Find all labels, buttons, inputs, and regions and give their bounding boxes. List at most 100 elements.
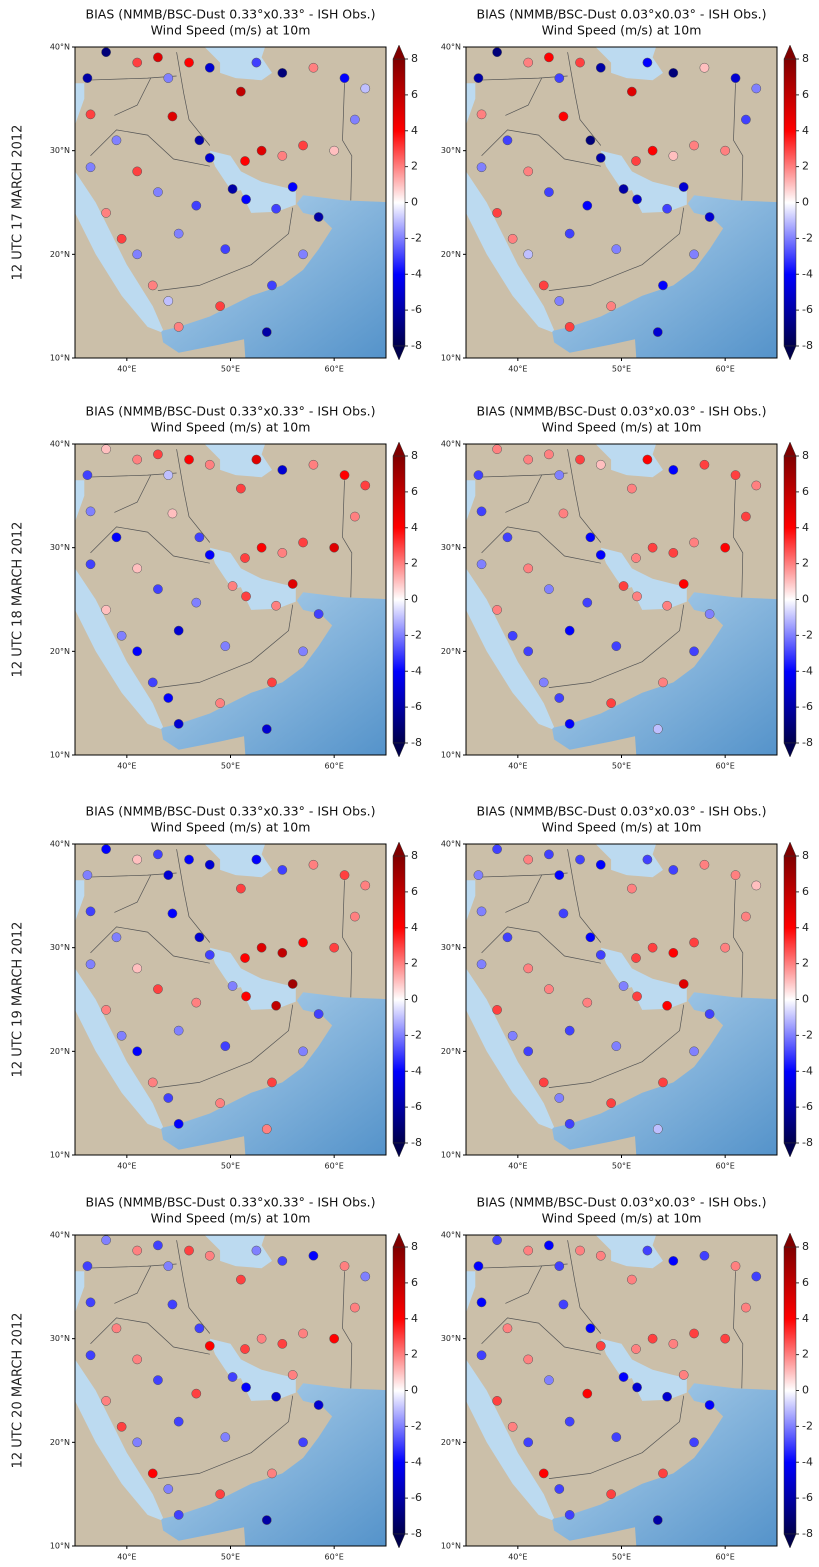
station-dot xyxy=(82,470,93,480)
border xyxy=(548,207,685,291)
station-dot xyxy=(632,194,642,205)
station-dot xyxy=(360,480,371,491)
cb-tick-label: -4 xyxy=(411,664,422,677)
station-dot xyxy=(523,454,534,465)
station-dot xyxy=(662,203,672,214)
station-dot xyxy=(611,641,622,652)
station-dot xyxy=(277,1256,288,1266)
station-dot xyxy=(564,228,575,239)
station-dot xyxy=(220,244,231,254)
station-dot xyxy=(611,244,622,254)
cb-extend xyxy=(783,1533,797,1549)
cb-tick-label: -6 xyxy=(411,1100,422,1113)
cb-tick-label: 4 xyxy=(802,124,809,137)
station-dot xyxy=(167,1299,178,1310)
station-dot xyxy=(668,1339,679,1349)
border xyxy=(505,474,543,513)
sea xyxy=(75,968,164,1130)
sea xyxy=(595,844,663,878)
sea xyxy=(204,444,272,478)
station-dot xyxy=(132,249,143,260)
station-dot xyxy=(85,162,96,173)
panel-subtitle: Wind Speed (m/s) at 10m xyxy=(151,23,311,38)
station-dot xyxy=(618,1372,629,1382)
station-dot xyxy=(204,1341,215,1351)
x-tick-label: 60°E xyxy=(325,1553,344,1562)
station-dot xyxy=(492,1235,502,1246)
panel-subtitle: Wind Speed (m/s) at 10m xyxy=(151,420,311,435)
cb-tick-label: -8 xyxy=(411,1136,422,1149)
sea xyxy=(595,444,663,478)
sea xyxy=(466,1359,555,1521)
station-dot xyxy=(642,454,653,465)
station-dot xyxy=(668,68,679,78)
station-dot xyxy=(350,114,360,125)
sea xyxy=(161,592,386,755)
station-dot xyxy=(256,1333,267,1344)
station-dot xyxy=(184,1245,194,1256)
station-dot xyxy=(204,62,215,73)
station-dot xyxy=(194,1323,205,1334)
cb-tick-label: 0 xyxy=(802,196,809,209)
cb-tick-label: 6 xyxy=(411,88,418,101)
station-dot xyxy=(689,249,699,260)
station-dot xyxy=(689,140,699,151)
station-dot xyxy=(132,963,143,974)
station-dot xyxy=(647,1333,658,1344)
sea xyxy=(466,968,555,1130)
station-dot xyxy=(538,1077,549,1088)
station-dot xyxy=(256,542,267,553)
station-dot xyxy=(173,1025,184,1036)
station-dot xyxy=(116,233,127,244)
station-dot xyxy=(554,73,565,83)
sea xyxy=(209,1338,296,1401)
station-dot xyxy=(277,865,288,875)
station-dot xyxy=(267,280,277,291)
map-panel: BIAS (NMMB/BSC-Dust 0.03°x0.03° - ISH Ob… xyxy=(441,804,813,1171)
station-dot xyxy=(215,301,225,312)
station-dot xyxy=(730,1261,741,1271)
station-dot xyxy=(339,73,350,83)
cb-tick-label: -4 xyxy=(802,664,813,677)
cb-tick-label: 6 xyxy=(802,1276,809,1289)
station-dot xyxy=(492,208,502,218)
station-dot xyxy=(595,1341,606,1351)
border xyxy=(90,526,210,564)
station-dot xyxy=(220,1041,231,1052)
station-dot xyxy=(523,1354,534,1365)
border xyxy=(157,1395,294,1479)
cb-extend xyxy=(392,1232,406,1248)
station-dot xyxy=(575,57,585,68)
sea xyxy=(75,568,164,730)
station-dot xyxy=(153,449,163,460)
cb-tick-label: -6 xyxy=(411,1491,422,1504)
station-dot xyxy=(564,1510,575,1520)
station-dot xyxy=(215,1098,225,1109)
station-dot xyxy=(473,73,484,83)
x-tick-label: 60°E xyxy=(325,365,344,374)
station-dot xyxy=(111,532,122,543)
cb-extend xyxy=(783,345,797,361)
station-dot xyxy=(730,73,741,83)
station-dot xyxy=(111,932,122,943)
station-dot xyxy=(554,1261,565,1271)
station-dot xyxy=(236,1274,246,1285)
station-dot xyxy=(564,322,575,332)
cb-tick-label: 6 xyxy=(411,485,418,498)
border xyxy=(505,77,543,116)
cb-tick-label: -8 xyxy=(802,339,813,352)
station-dot xyxy=(595,62,606,73)
border xyxy=(114,474,152,513)
station-dot xyxy=(173,1416,184,1427)
cb-tick-label: -8 xyxy=(802,1136,813,1149)
station-dot xyxy=(689,1328,699,1339)
station-dot xyxy=(298,140,308,151)
station-dot xyxy=(476,959,487,970)
sea xyxy=(75,880,85,922)
station-dot xyxy=(642,854,653,865)
cb-tick-label: 6 xyxy=(802,88,809,101)
panel-title: BIAS (NMMB/BSC-Dust 0.33°x0.33° - ISH Ob… xyxy=(86,7,376,22)
station-dot xyxy=(507,1030,518,1041)
station-dot xyxy=(554,296,565,306)
station-dot xyxy=(241,991,251,1002)
